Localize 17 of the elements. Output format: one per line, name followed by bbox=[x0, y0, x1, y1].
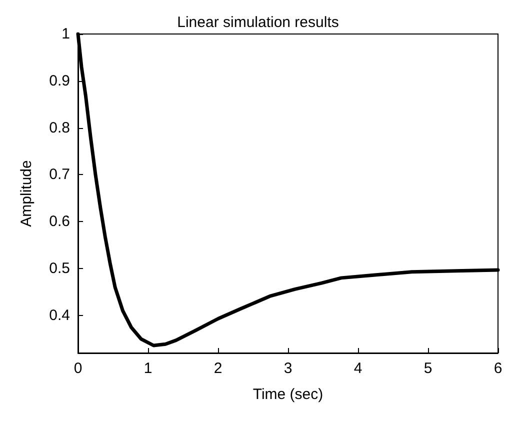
y-tick-label: 0.4 bbox=[49, 306, 70, 324]
y-axis-title: Amplitude bbox=[18, 160, 35, 227]
x-tick-label: 3 bbox=[284, 360, 292, 377]
y-tick-label: 0.5 bbox=[49, 260, 70, 278]
x-tick-label: 5 bbox=[424, 360, 432, 377]
x-tick-label: 2 bbox=[214, 360, 222, 377]
x-tick-label: 0 bbox=[74, 360, 82, 377]
y-tick-label: 0.7 bbox=[49, 166, 70, 184]
x-tick-label: 1 bbox=[144, 360, 152, 377]
x-tick-label: 6 bbox=[494, 360, 502, 377]
y-tick-label: 0.9 bbox=[49, 72, 70, 90]
y-tick-label: 1 bbox=[62, 26, 70, 42]
x-axis-title: Time (sec) bbox=[252, 386, 324, 403]
chart-title: Linear simulation results bbox=[177, 14, 339, 31]
y-tick-label: 0.8 bbox=[49, 119, 70, 136]
x-tick-label: 4 bbox=[354, 360, 362, 377]
y-tick-label: 0.6 bbox=[49, 213, 70, 230]
